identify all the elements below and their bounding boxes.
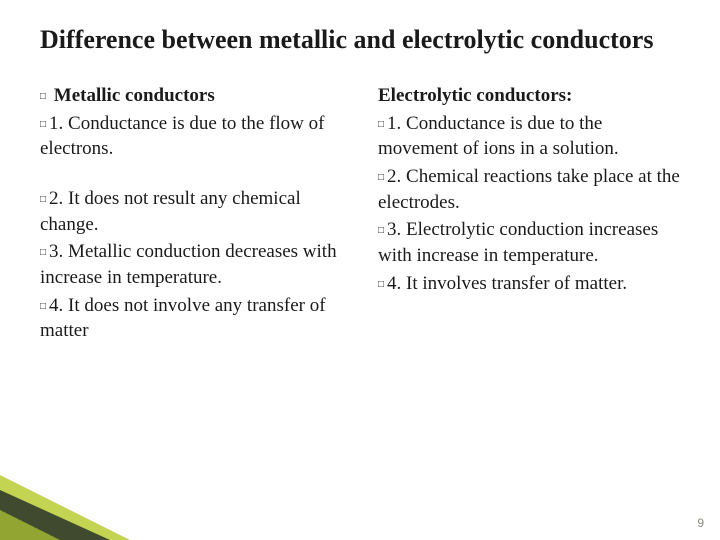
right-item-3: □3. Electrolytic conduction increases wi… bbox=[378, 217, 680, 268]
page-number: 9 bbox=[697, 516, 704, 530]
left-item-2-text: 2. It does not result any chemical chang… bbox=[40, 188, 301, 235]
bullet-icon: □ bbox=[40, 91, 46, 102]
right-heading: Electrolytic conductors: bbox=[378, 83, 680, 109]
left-item-4: □4. It does not involve any transfer of … bbox=[40, 293, 342, 344]
left-item-1: □1. Conductance is due to the flow of el… bbox=[40, 111, 342, 162]
bullet-icon: □ bbox=[378, 225, 384, 236]
right-item-4-text: 4. It involves transfer of matter. bbox=[387, 273, 627, 294]
content-columns: □ Metallic conductors □1. Conductance is… bbox=[40, 83, 680, 346]
left-heading: □ Metallic conductors bbox=[40, 83, 342, 109]
right-heading-text: Electrolytic conductors: bbox=[378, 85, 572, 106]
right-column: Electrolytic conductors: □1. Conductance… bbox=[378, 83, 680, 346]
left-item-4-text: 4. It does not involve any transfer of m… bbox=[40, 295, 326, 342]
slide: Difference between metallic and electrol… bbox=[0, 0, 720, 540]
right-item-2: □2. Chemical reactions take place at the… bbox=[378, 164, 680, 215]
bullet-icon: □ bbox=[40, 194, 46, 205]
bullet-icon: □ bbox=[378, 279, 384, 290]
left-item-2: □2. It does not result any chemical chan… bbox=[40, 186, 342, 237]
bullet-icon: □ bbox=[40, 247, 46, 258]
slide-title: Difference between metallic and electrol… bbox=[40, 24, 680, 55]
right-item-1-text: 1. Conductance is due to the movement of… bbox=[378, 113, 619, 160]
right-item-1: □1. Conductance is due to the movement o… bbox=[378, 111, 680, 162]
left-item-1-text: 1. Conductance is due to the flow of ele… bbox=[40, 113, 324, 160]
right-item-3-text: 3. Electrolytic conduction increases wit… bbox=[378, 219, 658, 266]
left-item-3: □3. Metallic conduction decreases with i… bbox=[40, 239, 342, 290]
right-item-4: □4. It involves transfer of matter. bbox=[378, 271, 680, 297]
left-item-3-text: 3. Metallic conduction decreases with in… bbox=[40, 241, 337, 288]
bullet-icon: □ bbox=[378, 172, 384, 183]
left-heading-text: Metallic conductors bbox=[49, 85, 215, 106]
spacer bbox=[40, 164, 342, 186]
corner-decoration-icon bbox=[0, 460, 150, 540]
bullet-icon: □ bbox=[40, 301, 46, 312]
bullet-icon: □ bbox=[378, 119, 384, 130]
bullet-icon: □ bbox=[40, 119, 46, 130]
right-item-2-text: 2. Chemical reactions take place at the … bbox=[378, 166, 680, 213]
left-column: □ Metallic conductors □1. Conductance is… bbox=[40, 83, 342, 346]
